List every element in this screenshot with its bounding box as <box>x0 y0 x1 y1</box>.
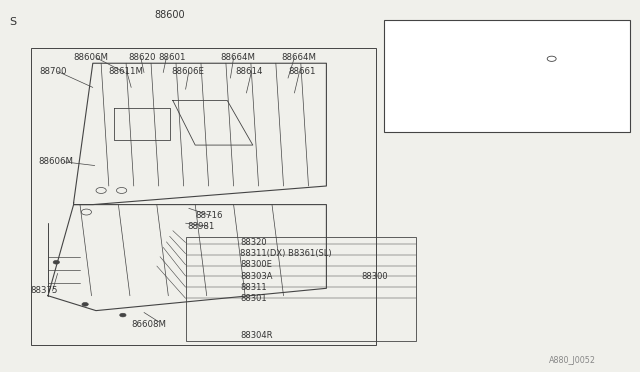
Text: 88304R: 88304R <box>240 331 273 340</box>
Text: 88606E: 88606E <box>172 67 205 76</box>
Text: 88600: 88600 <box>396 55 422 64</box>
Text: 88664M: 88664M <box>282 53 317 62</box>
Text: 88620: 88620 <box>430 67 457 76</box>
Text: 88614: 88614 <box>236 67 263 76</box>
Text: 88611: 88611 <box>430 79 457 88</box>
Text: 88716: 88716 <box>195 211 223 220</box>
Text: 88620: 88620 <box>128 53 156 62</box>
Text: 88606M: 88606M <box>38 157 74 166</box>
Text: 88303A: 88303A <box>240 272 273 280</box>
Text: 88311: 88311 <box>240 283 267 292</box>
Bar <box>31 48 376 345</box>
Text: S: S <box>10 17 17 27</box>
Text: 88606M: 88606M <box>74 53 109 62</box>
Text: 88301: 88301 <box>240 294 267 303</box>
Text: 88661: 88661 <box>288 67 316 76</box>
Text: 88664M: 88664M <box>221 53 256 62</box>
Text: 88700: 88700 <box>40 67 67 76</box>
Text: 88300: 88300 <box>362 272 388 280</box>
Bar <box>186 237 416 341</box>
Text: 88611M: 88611M <box>109 67 144 76</box>
Circle shape <box>120 313 126 317</box>
Text: 88375: 88375 <box>31 286 58 295</box>
Text: 88601: 88601 <box>159 53 186 62</box>
Text: 88600: 88600 <box>154 10 185 20</box>
Text: A880_J0052: A880_J0052 <box>549 356 596 365</box>
Text: 88601: 88601 <box>479 33 506 42</box>
Text: 86608M: 86608M <box>131 320 166 329</box>
Circle shape <box>53 260 60 264</box>
Text: 88300E: 88300E <box>240 260 272 269</box>
Text: 88981: 88981 <box>187 222 214 231</box>
Circle shape <box>82 302 88 306</box>
Text: 88300E: 88300E <box>430 55 462 64</box>
Text: 88311(DX) B8361(SL): 88311(DX) B8361(SL) <box>240 249 332 258</box>
Text: DX: DX <box>396 115 408 124</box>
Text: 88320: 88320 <box>240 238 267 247</box>
Bar <box>384 20 630 132</box>
